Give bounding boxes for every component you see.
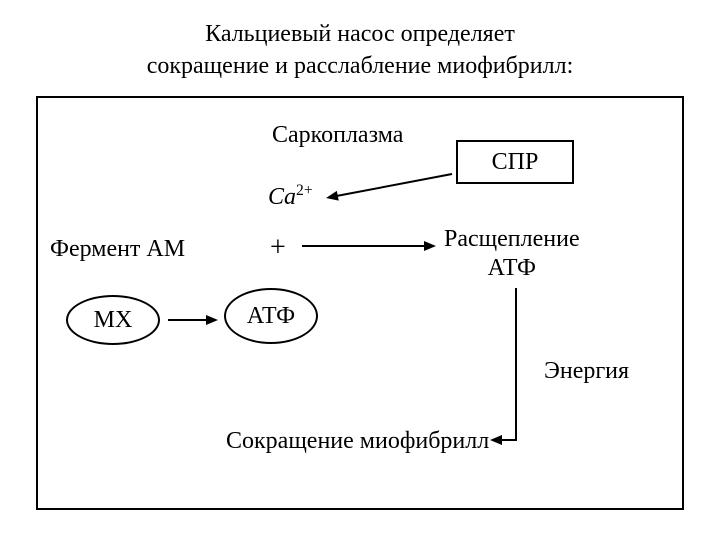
arrows-layer — [0, 0, 720, 540]
spr-to-ca — [333, 174, 452, 197]
split-to-contraction — [497, 288, 516, 440]
